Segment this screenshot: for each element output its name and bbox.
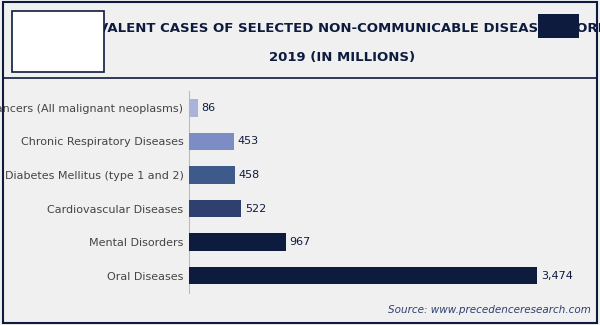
Text: PRECEDENCE: PRECEDENCE xyxy=(35,24,81,33)
Bar xyxy=(189,166,235,184)
FancyBboxPatch shape xyxy=(12,11,104,72)
Text: MOST PREVALENT CASES OF SELECTED NON-COMMUNICABLE DISEASES WORLDWIDE,: MOST PREVALENT CASES OF SELECTED NON-COM… xyxy=(21,22,600,35)
Bar xyxy=(189,133,235,150)
Bar xyxy=(189,200,241,217)
Text: 522: 522 xyxy=(245,203,266,214)
Text: 458: 458 xyxy=(238,170,260,180)
Text: 3,474: 3,474 xyxy=(541,271,572,281)
Bar xyxy=(189,99,197,117)
Text: 2019 (IN MILLIONS): 2019 (IN MILLIONS) xyxy=(269,51,415,64)
Bar xyxy=(189,267,538,284)
Bar xyxy=(189,233,286,251)
Text: Source: www.precedenceresearch.com: Source: www.precedenceresearch.com xyxy=(388,305,591,315)
Text: 453: 453 xyxy=(238,136,259,146)
Text: 86: 86 xyxy=(201,103,215,113)
Text: RESEARCH: RESEARCH xyxy=(40,52,76,60)
Bar xyxy=(538,14,579,38)
Text: 967: 967 xyxy=(289,237,311,247)
